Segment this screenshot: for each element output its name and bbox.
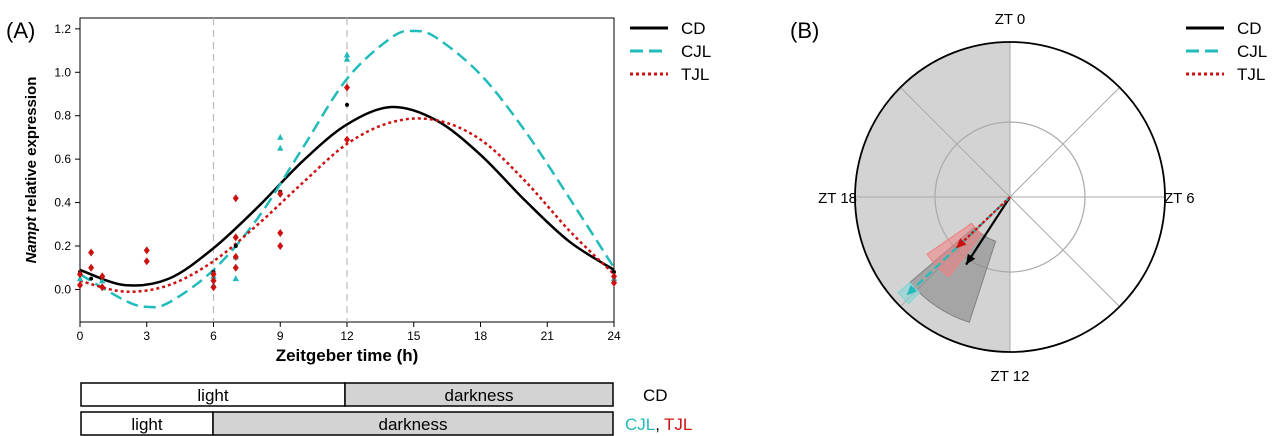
point-tjl bbox=[344, 135, 350, 144]
polar-marks bbox=[897, 196, 1011, 323]
legend-label-cjl: CJL bbox=[1237, 42, 1267, 61]
x-tick-label: 15 bbox=[407, 329, 421, 343]
x-tick-label: 6 bbox=[210, 329, 217, 343]
point-cjl bbox=[232, 275, 239, 282]
point-tjl bbox=[88, 263, 95, 272]
x-axis-label: Zeitgeber time (h) bbox=[276, 346, 419, 365]
y-tick-label: 1.2 bbox=[54, 22, 71, 36]
y-tick-label: 0.2 bbox=[54, 239, 71, 253]
dir-label-zt0: ZT 0 bbox=[995, 11, 1026, 28]
panel-a-label: (A) bbox=[6, 18, 35, 43]
cd-dark-label: darkness bbox=[445, 386, 514, 405]
x-axis-ticks: 0 3 6 9 12 15 18 21 24 bbox=[77, 322, 621, 343]
panel-b-label: (B) bbox=[790, 18, 819, 43]
y-axis-label: Nampt relative expression bbox=[23, 77, 40, 264]
x-tick-label: 12 bbox=[340, 329, 354, 343]
light-dark-bar-cd: light darkness CD bbox=[80, 382, 668, 407]
point-tjl bbox=[277, 242, 284, 250]
legend-label-tjl: TJL bbox=[681, 65, 709, 84]
point-cd bbox=[345, 102, 349, 107]
dir-label-zt6: ZT 6 bbox=[1164, 190, 1195, 207]
legend-label-cjl: CJL bbox=[681, 42, 711, 61]
curve-cd bbox=[79, 105, 615, 287]
y-tick-label: 0.4 bbox=[54, 196, 71, 210]
phase-arrowhead-cjl bbox=[906, 285, 917, 296]
cd-dark-segment bbox=[344, 382, 614, 407]
data-points bbox=[76, 51, 618, 292]
point-tjl bbox=[88, 248, 95, 257]
legend-label-tjl: TJL bbox=[1237, 65, 1265, 84]
y-tick-label: 0.8 bbox=[54, 109, 71, 123]
point-tjl bbox=[232, 194, 239, 203]
point-tjl bbox=[143, 246, 150, 255]
x-tick-label: 18 bbox=[474, 329, 488, 343]
point-tjl bbox=[210, 270, 217, 279]
jl-bar-label: CJL, TJL bbox=[625, 415, 692, 434]
point-tjl bbox=[99, 272, 106, 281]
point-cjl bbox=[277, 144, 284, 151]
phase-arrowhead-tjl bbox=[956, 238, 967, 249]
jl-light-label: light bbox=[131, 415, 162, 434]
point-tjl bbox=[210, 276, 217, 285]
dir-label-zt12: ZT 12 bbox=[991, 368, 1030, 385]
jl-dark-segment bbox=[212, 411, 614, 436]
legend-label-cd: CD bbox=[1237, 19, 1262, 38]
point-tjl bbox=[232, 233, 239, 242]
legend-label-cd: CD bbox=[681, 19, 706, 38]
point-tjl bbox=[344, 83, 350, 92]
point-tjl bbox=[210, 283, 217, 292]
curve-tjl bbox=[79, 117, 615, 293]
point-tjl bbox=[611, 272, 617, 281]
x-tick-label: 21 bbox=[541, 329, 555, 343]
cd-bar-label: CD bbox=[643, 386, 668, 405]
x-tick-label: 0 bbox=[77, 329, 84, 343]
point-tjl bbox=[99, 283, 106, 292]
point-cjl bbox=[343, 51, 351, 58]
jl-bar-label-sep: , bbox=[655, 415, 660, 434]
phase-vector-tjl bbox=[955, 196, 1011, 249]
phase-arrowhead-cd bbox=[966, 253, 976, 265]
y-tick-label: 0.6 bbox=[54, 152, 71, 166]
inner-ring bbox=[934, 121, 1086, 273]
dir-label-zt18: ZT 18 bbox=[818, 190, 857, 207]
point-cd bbox=[89, 276, 94, 281]
y-axis-ticks: 0.0 0.2 0.4 0.6 0.8 1.0 1.2 bbox=[54, 22, 80, 296]
point-cd bbox=[612, 270, 616, 275]
jl-dark-label: darkness bbox=[379, 415, 448, 434]
y-tick-label: 1.0 bbox=[54, 65, 71, 79]
y-tick-label: 0.0 bbox=[54, 282, 71, 296]
panel-a-legend: CD CJL TJL bbox=[630, 19, 711, 84]
x-tick-label: 9 bbox=[277, 329, 284, 343]
jl-bar-label-cjl: CJL bbox=[625, 415, 655, 434]
polar-plot bbox=[854, 41, 1166, 353]
point-tjl bbox=[611, 278, 617, 287]
cd-light-label: light bbox=[197, 386, 228, 405]
jl-bar-label-tjl: TJL bbox=[664, 415, 692, 434]
point-tjl bbox=[232, 263, 239, 272]
point-tjl bbox=[77, 270, 83, 279]
x-tick-label: 24 bbox=[607, 329, 621, 343]
point-cjl bbox=[277, 133, 284, 140]
point-tjl bbox=[232, 252, 239, 261]
x-tick-label: 3 bbox=[143, 329, 150, 343]
point-cd bbox=[233, 244, 238, 248]
outer-ring bbox=[854, 41, 1166, 353]
phase-vector-cd bbox=[965, 196, 1011, 266]
curve-cjl bbox=[79, 29, 616, 309]
light-dark-bar-jl: light darkness CJL, TJL bbox=[80, 411, 692, 436]
point-tjl bbox=[277, 228, 284, 237]
point-tjl bbox=[77, 281, 83, 290]
point-cjl bbox=[343, 55, 351, 62]
fitted-curves bbox=[79, 29, 616, 309]
panel-b-legend: CD CJL TJL bbox=[1186, 19, 1267, 84]
point-tjl bbox=[143, 257, 150, 266]
point-tjl bbox=[277, 189, 284, 198]
